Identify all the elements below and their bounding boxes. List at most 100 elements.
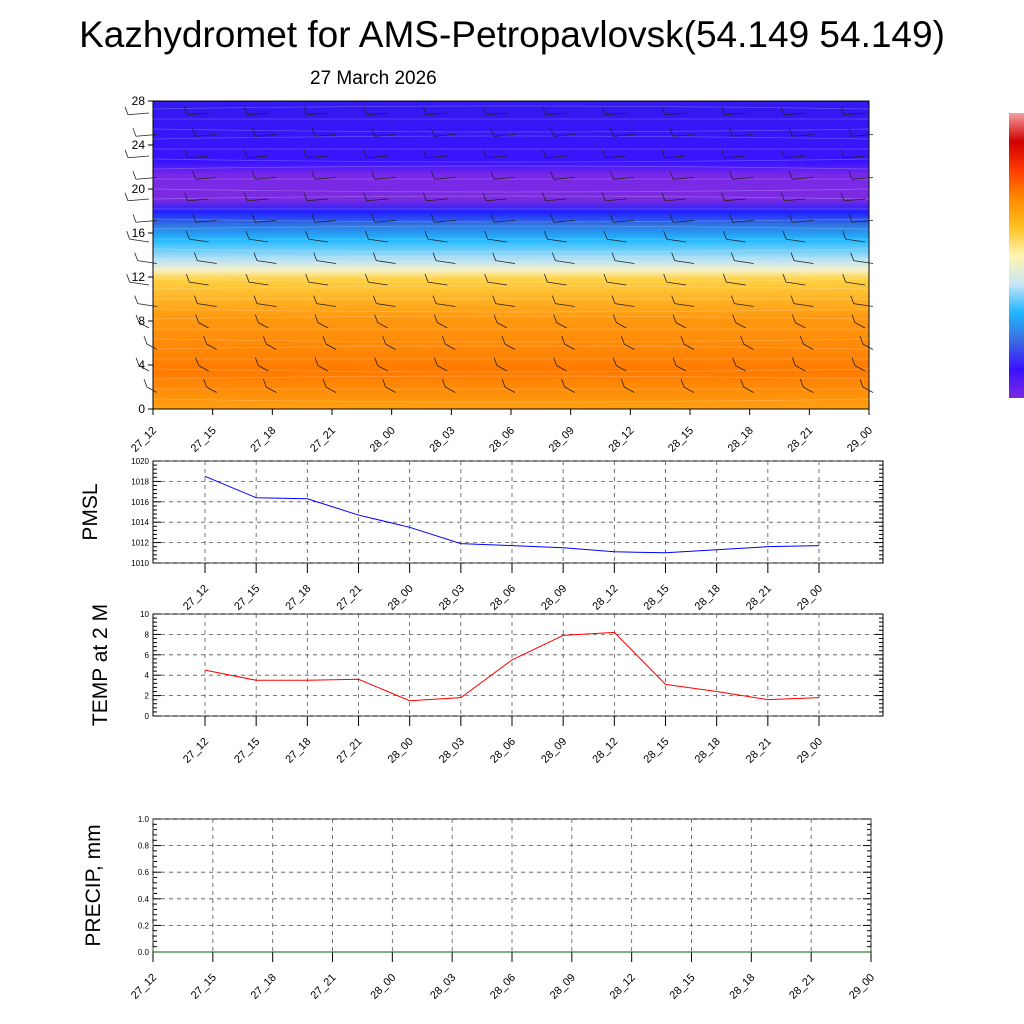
wind-barb: [484, 230, 508, 243]
x-tick-label: 28_00: [386, 736, 416, 766]
wind-barb: [780, 106, 806, 116]
wind-barb: [680, 336, 695, 350]
wind-barb: [788, 128, 814, 137]
x-tick-label: 28_21: [785, 425, 815, 455]
wind-barb: [424, 230, 448, 243]
wind-barb: [790, 252, 814, 264]
wind-barb: [303, 106, 329, 116]
y-tick-label: 1016: [131, 498, 149, 507]
wind-barb: [364, 273, 388, 286]
wind-barb: [848, 171, 874, 180]
contour-line: [152, 195, 870, 200]
wind-barb: [493, 314, 508, 329]
contour-line: [152, 165, 870, 170]
y-tick-label: 1012: [131, 539, 149, 548]
cross-section-field: [152, 100, 870, 410]
contour-line: [152, 375, 870, 380]
contour-line: [152, 398, 870, 403]
wind-barb: [314, 314, 329, 329]
wind-barb: [251, 128, 277, 137]
wind-barb: [791, 314, 806, 329]
wind-barb: [848, 214, 874, 223]
wind-barb: [553, 357, 567, 372]
x-tick-label: 27_21: [309, 972, 339, 1002]
wind-barb: [661, 106, 687, 116]
wind-barb: [740, 336, 754, 350]
wind-barb: [192, 128, 217, 137]
wind-barb: [501, 336, 516, 350]
wind-barb: [251, 214, 277, 223]
wind-barb: [721, 106, 746, 116]
wind-barb: [134, 252, 158, 264]
wind-barb: [184, 192, 209, 202]
x-tick-label: 29_00: [845, 425, 875, 455]
y-tick-label: 6: [145, 651, 150, 660]
wind-barb: [672, 357, 687, 372]
wind-barb: [441, 379, 456, 393]
x-tick-label: 28_12: [606, 425, 636, 455]
wind-barb: [840, 106, 866, 116]
contour-line: [152, 308, 870, 313]
wind-barb: [601, 149, 627, 159]
wind-barb: [374, 357, 388, 372]
wind-barb: [799, 336, 814, 350]
y-tick-label: 1020: [131, 457, 149, 466]
x-tick-label: 28_15: [642, 736, 672, 766]
wind-barb: [424, 273, 448, 286]
x-tick-label: 28_18: [693, 736, 723, 766]
wind-barb: [550, 171, 575, 180]
wind-barb: [422, 106, 448, 116]
wind-barb: [371, 128, 396, 137]
wind-barb: [561, 336, 575, 350]
wind-barb: [609, 128, 635, 137]
wind-barb: [303, 192, 329, 202]
wind-barb: [729, 171, 754, 180]
wind-barb: [722, 230, 746, 243]
contour-line: [152, 105, 870, 110]
x-tick-label: 27_12: [181, 736, 211, 766]
wind-barb: [364, 230, 388, 243]
contour-line: [152, 338, 870, 343]
wind-barb: [609, 171, 635, 180]
y-tick-label: 1.0: [138, 815, 150, 824]
wind-barb: [126, 273, 150, 286]
wind-barb: [611, 295, 635, 307]
wind-barb: [729, 128, 754, 137]
wind-barb: [561, 379, 575, 393]
y-tick-label: 8: [138, 314, 145, 328]
y-tick-label: 12: [132, 270, 146, 284]
wind-barb: [313, 295, 337, 307]
contour-line: [152, 278, 870, 283]
wind-barb: [842, 273, 866, 286]
y-tick-label: 0.6: [138, 868, 150, 877]
y-tick-label: 0.0: [138, 948, 150, 957]
x-tick-label: 28_03: [427, 425, 457, 455]
wind-barb: [203, 336, 217, 350]
wind-barb: [543, 230, 567, 243]
wind-barb: [243, 192, 269, 202]
wind-barb: [322, 336, 337, 350]
wind-barb: [490, 128, 516, 137]
x-tick-label: 28_09: [539, 736, 569, 766]
x-tick-label: 28_00: [368, 972, 398, 1002]
wind-barb: [780, 149, 806, 159]
x-tick-label: 28_00: [368, 425, 398, 455]
wind-barb: [721, 149, 746, 159]
wind-barb: [254, 314, 269, 329]
wind-barb: [553, 314, 567, 329]
x-tick-label: 27_18: [283, 583, 313, 613]
wind-barb: [432, 252, 456, 264]
x-tick-label: 29_00: [795, 583, 825, 613]
wind-barb: [132, 214, 158, 223]
x-tick-label: 28_12: [590, 583, 620, 613]
x-tick-label: 27_18: [283, 736, 313, 766]
wind-barb: [612, 314, 627, 329]
wind-barb: [124, 192, 150, 202]
wind-barb: [859, 379, 874, 393]
x-tick-label: 27_21: [335, 736, 365, 766]
wind-barb: [184, 149, 209, 159]
wind-barb: [722, 273, 746, 286]
wind-barb: [311, 128, 337, 137]
x-tick-label: 28_09: [547, 425, 577, 455]
